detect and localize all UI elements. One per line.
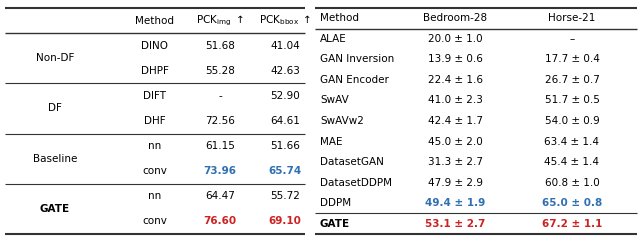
Text: 49.4 ± 1.9: 49.4 ± 1.9 xyxy=(425,198,485,208)
Text: 55.28: 55.28 xyxy=(205,66,235,76)
Text: 69.10: 69.10 xyxy=(269,216,301,226)
Text: 65.74: 65.74 xyxy=(268,166,301,176)
Text: nn: nn xyxy=(148,141,162,151)
Text: 67.2 ± 1.1: 67.2 ± 1.1 xyxy=(542,219,602,229)
Text: 13.9 ± 0.6: 13.9 ± 0.6 xyxy=(428,54,483,64)
Text: 51.7 ± 0.5: 51.7 ± 0.5 xyxy=(545,95,600,105)
Text: DHF: DHF xyxy=(144,116,166,126)
Text: 73.96: 73.96 xyxy=(204,166,237,176)
Text: Non-DF: Non-DF xyxy=(36,53,74,63)
Text: GAN Encoder: GAN Encoder xyxy=(320,75,389,85)
Text: 54.0 ± 0.9: 54.0 ± 0.9 xyxy=(545,116,600,126)
Text: DINO: DINO xyxy=(141,41,168,51)
Text: 51.68: 51.68 xyxy=(205,41,235,51)
Text: PCK$_{\mathregular{bbox}}$ $\uparrow$: PCK$_{\mathregular{bbox}}$ $\uparrow$ xyxy=(259,14,311,28)
Text: 31.3 ± 2.7: 31.3 ± 2.7 xyxy=(428,157,483,167)
Text: PCK$_{\mathregular{img}}$ $\uparrow$: PCK$_{\mathregular{img}}$ $\uparrow$ xyxy=(196,13,244,28)
Text: 41.04: 41.04 xyxy=(270,41,300,51)
Text: 45.0 ± 2.0: 45.0 ± 2.0 xyxy=(428,137,483,147)
Text: 72.56: 72.56 xyxy=(205,116,235,126)
Text: 41.0 ± 2.3: 41.0 ± 2.3 xyxy=(428,95,483,105)
Text: 26.7 ± 0.7: 26.7 ± 0.7 xyxy=(545,75,600,85)
Text: Horse-21: Horse-21 xyxy=(548,13,596,23)
Text: 65.0 ± 0.8: 65.0 ± 0.8 xyxy=(542,198,602,208)
Text: 64.47: 64.47 xyxy=(205,191,235,201)
Text: 63.4 ± 1.4: 63.4 ± 1.4 xyxy=(545,137,600,147)
Text: Baseline: Baseline xyxy=(33,154,77,164)
Text: -: - xyxy=(218,91,222,101)
Text: DF: DF xyxy=(48,103,62,113)
Text: 52.90: 52.90 xyxy=(270,91,300,101)
Text: 76.60: 76.60 xyxy=(204,216,237,226)
Text: 42.63: 42.63 xyxy=(270,66,300,76)
Text: MAE: MAE xyxy=(320,137,342,147)
Text: 47.9 ± 2.9: 47.9 ± 2.9 xyxy=(428,178,483,188)
Text: DHPF: DHPF xyxy=(141,66,169,76)
Text: GATE: GATE xyxy=(40,204,70,214)
Text: nn: nn xyxy=(148,191,162,201)
Text: 22.4 ± 1.6: 22.4 ± 1.6 xyxy=(428,75,483,85)
Text: 17.7 ± 0.4: 17.7 ± 0.4 xyxy=(545,54,600,64)
Text: conv: conv xyxy=(143,216,168,226)
Text: DatasetGAN: DatasetGAN xyxy=(320,157,384,167)
Text: Method: Method xyxy=(320,13,359,23)
Text: 20.0 ± 1.0: 20.0 ± 1.0 xyxy=(428,34,483,44)
Text: 51.66: 51.66 xyxy=(270,141,300,151)
Text: 60.8 ± 1.0: 60.8 ± 1.0 xyxy=(545,178,600,188)
Text: DDPM: DDPM xyxy=(320,198,351,208)
Text: SwAVw2: SwAVw2 xyxy=(320,116,364,126)
Text: 61.15: 61.15 xyxy=(205,141,235,151)
Text: DatasetDDPM: DatasetDDPM xyxy=(320,178,392,188)
Text: conv: conv xyxy=(143,166,168,176)
Text: 42.4 ± 1.7: 42.4 ± 1.7 xyxy=(428,116,483,126)
Text: GATE: GATE xyxy=(320,219,350,229)
Text: –: – xyxy=(570,34,575,44)
Text: 55.72: 55.72 xyxy=(270,191,300,201)
Text: DIFT: DIFT xyxy=(143,91,166,101)
Text: Method: Method xyxy=(136,16,175,26)
Text: 53.1 ± 2.7: 53.1 ± 2.7 xyxy=(425,219,485,229)
Text: 45.4 ± 1.4: 45.4 ± 1.4 xyxy=(545,157,600,167)
Text: 64.61: 64.61 xyxy=(270,116,300,126)
Text: GAN Inversion: GAN Inversion xyxy=(320,54,394,64)
Text: ALAE: ALAE xyxy=(320,34,347,44)
Text: SwAV: SwAV xyxy=(320,95,349,105)
Text: Bedroom-28: Bedroom-28 xyxy=(423,13,487,23)
